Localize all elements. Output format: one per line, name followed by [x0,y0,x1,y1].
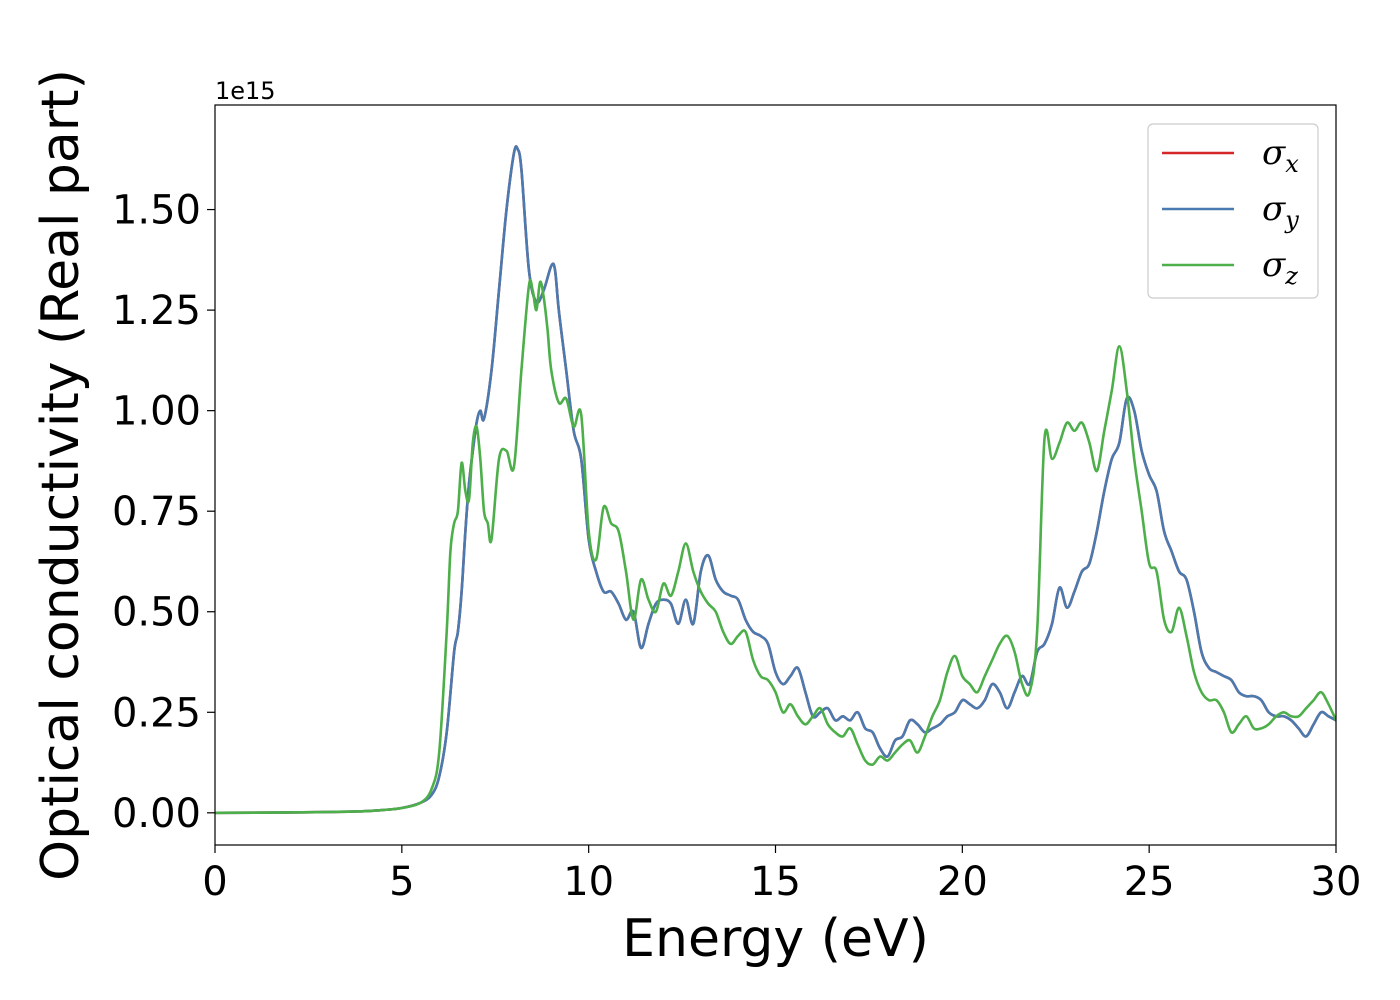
x-tick-label: 30 [1311,859,1362,905]
x-tick-label: 5 [389,859,414,905]
x-tick-label: 15 [750,859,801,905]
legend-label-y: σy [1262,189,1299,234]
y-tick-label: 0.50 [112,590,201,636]
y-axis-label: Optical conductivity (Real part) [31,69,91,881]
series-line-y [215,145,1336,815]
y-tick-label: 0.75 [112,489,201,535]
y-tick-label: 0.00 [112,791,201,837]
x-tick-label: 20 [937,859,988,905]
y-tick-label: 1.50 [112,188,201,234]
legend-label-x: σx [1262,133,1299,178]
x-tick-label: 25 [1124,859,1175,905]
series-line-z [215,279,1336,815]
y-tick-label: 0.25 [112,690,201,736]
x-tick-label: 0 [202,859,227,905]
series-lines [215,145,1336,815]
y-tick-label: 1.25 [112,288,201,334]
y-offset-label: 1e15 [215,77,276,105]
y-tick-label: 1.00 [112,389,201,435]
legend-box [1147,123,1319,299]
x-axis-label: Energy (eV) [622,909,929,969]
y-axis-ticks: 0.00 0.25 0.50 0.75 1.00 1.25 1.50 [112,188,215,837]
legend: σx σy σz [1147,123,1319,299]
x-tick-label: 10 [563,859,614,905]
legend-label-z: σz [1262,245,1298,290]
x-axis-ticks: 0 5 10 15 20 25 30 [202,845,1361,905]
